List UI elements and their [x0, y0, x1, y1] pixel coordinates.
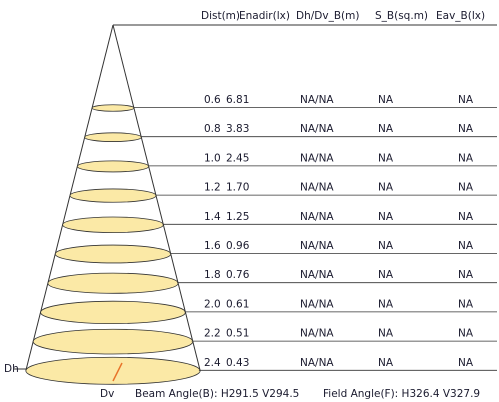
beam-ellipse — [76, 160, 150, 173]
cell-dist: 1.4 — [204, 211, 221, 223]
cell-enadir: 0.76 — [226, 269, 250, 281]
cell-dh-dv: NA/NA — [300, 123, 334, 135]
cell-s-b: NA — [378, 211, 394, 223]
cell-dh-dv: NA/NA — [300, 182, 334, 194]
cell-dist: 1.8 — [204, 269, 221, 281]
beam-ellipse — [91, 104, 135, 112]
table-row: 0.6 6.81 NA/NA NA NA — [204, 94, 474, 106]
cell-eav: NA — [458, 152, 474, 164]
cell-enadir: 2.45 — [226, 152, 249, 164]
cell-enadir: 0.51 — [226, 328, 249, 340]
cell-s-b: NA — [378, 123, 394, 135]
cell-s-b: NA — [378, 182, 394, 194]
beam-ellipse — [40, 300, 186, 325]
cell-s-b: NA — [378, 240, 394, 252]
cell-enadir: 0.43 — [226, 357, 249, 369]
dv-label: Dv — [100, 388, 114, 400]
beam-angle-label: Beam Angle(B): H291.5 V294.5 — [135, 388, 299, 400]
cell-enadir: 0.96 — [226, 240, 250, 252]
cell-enadir: 6.81 — [226, 94, 249, 106]
header-dist: Dist(m) — [201, 10, 240, 22]
cell-enadir: 3.83 — [226, 123, 249, 135]
table-row: 1.6 0.96 NA/NA NA NA — [204, 240, 474, 252]
cell-dist: 0.6 — [204, 94, 221, 106]
table-header: Dist(m) Enadir(lx) Dh/Dv_B(m) S_B(sq.m) … — [201, 10, 485, 22]
beam-ellipse — [84, 132, 142, 142]
table-row: 2.4 0.43 NA/NA NA NA — [204, 357, 474, 369]
table-row: 0.8 3.83 NA/NA NA NA — [204, 123, 474, 135]
table-row: 1.0 2.45 NA/NA NA NA — [204, 152, 474, 164]
cell-dh-dv: NA/NA — [300, 328, 334, 340]
row-lines — [133, 107, 497, 371]
beam-ellipse — [47, 272, 179, 294]
dh-label: Dh — [4, 363, 19, 375]
beam-ellipse — [32, 328, 194, 355]
cell-dh-dv: NA/NA — [300, 211, 334, 223]
beam-ellipse — [69, 188, 157, 203]
beam-ellipses — [25, 104, 201, 385]
beam-ellipse — [62, 216, 164, 234]
cell-enadir: 0.61 — [226, 298, 249, 310]
cell-eav: NA — [458, 211, 474, 223]
table-row: 2.0 0.61 NA/NA NA NA — [204, 298, 474, 310]
header-eav: Eav_B(lx) — [436, 10, 485, 22]
cell-s-b: NA — [378, 357, 394, 369]
cell-s-b: NA — [378, 152, 394, 164]
cell-eav: NA — [458, 182, 474, 194]
beam-ellipse — [54, 244, 172, 264]
cell-eav: NA — [458, 123, 474, 135]
header-enadir: Enadir(lx) — [239, 10, 290, 22]
cell-dist: 2.0 — [204, 298, 221, 310]
table-row: 1.2 1.70 NA/NA NA NA — [204, 182, 474, 194]
cell-dh-dv: NA/NA — [300, 94, 334, 106]
cell-eav: NA — [458, 298, 474, 310]
table-row: 1.8 0.76 NA/NA NA NA — [204, 269, 474, 281]
cell-s-b: NA — [378, 298, 394, 310]
cell-dh-dv: NA/NA — [300, 240, 334, 252]
header-s-b: S_B(sq.m) — [375, 10, 428, 22]
cell-enadir: 1.70 — [226, 182, 249, 194]
cell-enadir: 1.25 — [226, 211, 249, 223]
dv-marker-line — [112, 362, 123, 382]
cell-s-b: NA — [378, 94, 394, 106]
cell-eav: NA — [458, 94, 474, 106]
cell-eav: NA — [458, 328, 474, 340]
cell-eav: NA — [458, 357, 474, 369]
table-rows: 0.6 6.81 NA/NA NA NA 0.8 3.83 NA/NA NA NA 1.0 2.45 N… — [204, 94, 474, 369]
cell-eav: NA — [458, 240, 474, 252]
cell-dist: 2.4 — [204, 357, 221, 369]
cell-dist: 2.2 — [204, 328, 221, 340]
beam-ellipse — [25, 356, 201, 385]
cell-dist: 1.2 — [204, 182, 221, 194]
cell-dh-dv: NA/NA — [300, 269, 334, 281]
cell-dh-dv: NA/NA — [300, 298, 334, 310]
field-angle-label: Field Angle(F): H326.4 V327.9 — [323, 388, 480, 400]
table-row: 1.4 1.25 NA/NA NA NA — [204, 211, 474, 223]
cell-dh-dv: NA/NA — [300, 152, 334, 164]
cell-s-b: NA — [378, 328, 394, 340]
header-dh-dv: Dh/Dv_B(m) — [296, 10, 359, 22]
cell-dist: 1.0 — [204, 152, 221, 164]
cell-eav: NA — [458, 269, 474, 281]
cell-dist: 1.6 — [204, 240, 221, 252]
cell-dh-dv: NA/NA — [300, 357, 334, 369]
table-row: 2.2 0.51 NA/NA NA NA — [204, 328, 474, 340]
cell-dist: 0.8 — [204, 123, 221, 135]
cell-s-b: NA — [378, 269, 394, 281]
